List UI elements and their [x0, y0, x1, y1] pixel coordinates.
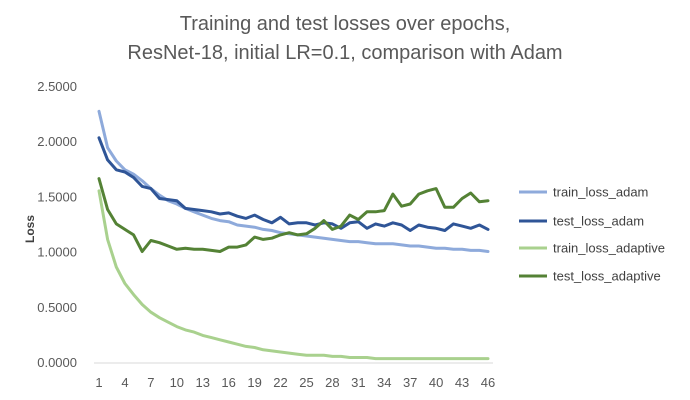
- legend-label-test-loss-adam: test_loss_adam: [553, 214, 644, 229]
- y-tick-label: 0.0000: [37, 355, 77, 370]
- x-tick-label: 37: [403, 375, 417, 390]
- x-tick-label: 46: [481, 375, 495, 390]
- x-tick-label: 1: [95, 375, 102, 390]
- chart-title-line-2: ResNet-18, initial LR=0.1, comparison wi…: [127, 42, 562, 64]
- legend: train_loss_adam test_loss_adam train_loss_…: [519, 185, 665, 284]
- x-tick-label: 4: [121, 375, 128, 390]
- x-tick-label: 31: [351, 375, 365, 390]
- x-tick-label: 16: [221, 375, 235, 390]
- y-tick-label: 1.0000: [37, 245, 77, 260]
- series-line-test-loss-adaptive: [97, 177, 490, 253]
- x-tick-label: 25: [299, 375, 313, 390]
- x-tick-label: 43: [455, 375, 469, 390]
- legend-label-train-loss-adaptive: train_loss_adaptive: [553, 241, 665, 256]
- y-tick-label: 0.5000: [37, 300, 77, 315]
- y-axis-ticks: 0.0000 0.5000 1.0000 1.5000 2.0000 2.5000: [37, 79, 77, 370]
- x-tick-label: 19: [247, 375, 261, 390]
- legend-label-test-loss-adaptive: test_loss_adaptive: [553, 269, 661, 284]
- x-tick-label: 22: [273, 375, 287, 390]
- y-tick-label: 1.5000: [37, 189, 77, 204]
- y-axis-label: Loss: [23, 215, 37, 243]
- plot-area: [97, 109, 490, 361]
- x-axis-ticks: 1 4 7 10 13 16 19 22 25 28 31 34 37 40 43 46: [95, 375, 495, 390]
- x-tick-label: 40: [429, 375, 443, 390]
- x-tick-label: 7: [147, 375, 154, 390]
- x-tick-label: 10: [170, 375, 184, 390]
- y-tick-label: 2.5000: [37, 79, 77, 94]
- series-line-train-loss-adaptive: [97, 189, 490, 361]
- x-tick-label: 28: [325, 375, 339, 390]
- x-tick-label: 13: [195, 375, 209, 390]
- series-line-train-loss-adam: [97, 109, 490, 253]
- series-line-test-loss-adam: [97, 136, 490, 232]
- legend-label-train-loss-adam: train_loss_adam: [553, 185, 648, 200]
- chart-title: Training and test losses over epochs, Re…: [127, 13, 562, 64]
- y-tick-label: 2.0000: [37, 134, 77, 149]
- x-tick-label: 34: [377, 375, 391, 390]
- chart-title-line-1: Training and test losses over epochs,: [180, 13, 511, 35]
